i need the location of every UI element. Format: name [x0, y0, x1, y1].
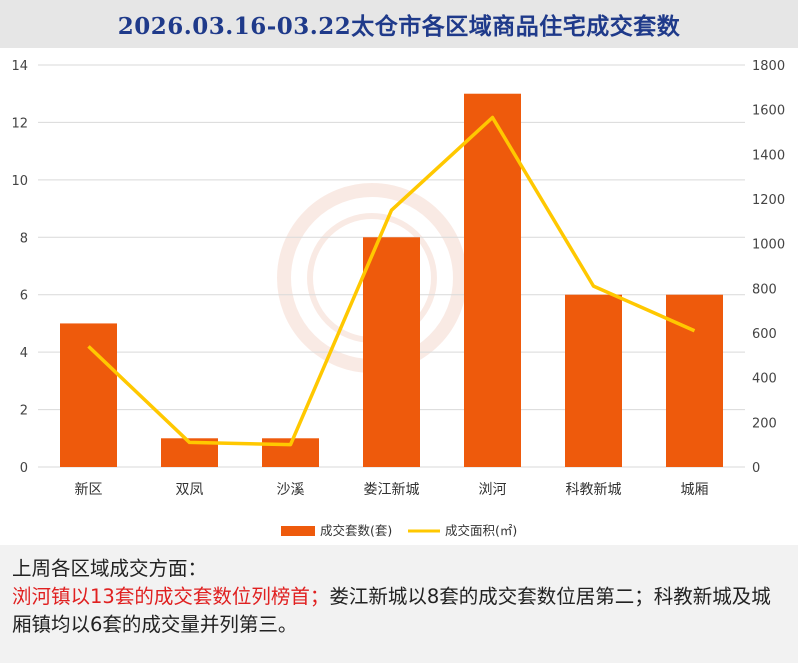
- left-axis-ticks: 0 2 4 6 8 10 12 14: [11, 59, 28, 476]
- title-bar: 2026.03.16-03.22太仓市各区域商品住宅成交套数: [0, 0, 798, 48]
- right-tick-label: 1000: [752, 238, 785, 253]
- bar: [363, 237, 420, 467]
- legend-bar-swatch: [281, 526, 315, 536]
- x-tick-label: 科教新城: [566, 482, 622, 498]
- left-tick-label: 14: [11, 59, 28, 74]
- right-axis-ticks: 0 200 400 600 800 1000 1200 1400 1600 1800: [752, 59, 785, 476]
- bar: [565, 294, 622, 467]
- x-tick-label: 沙溪: [277, 482, 305, 498]
- x-tick-label: 新区: [75, 482, 103, 498]
- right-tick-label: 800: [752, 282, 777, 297]
- right-tick-label: 600: [752, 327, 777, 342]
- bars: [60, 93, 723, 467]
- right-tick-label: 0: [752, 461, 760, 476]
- x-tick-label: 浏河: [479, 482, 507, 498]
- legend-bar-label: 成交套数(套): [320, 523, 392, 538]
- x-axis-ticks: 新区 双凤 沙溪 娄江新城 浏河 科教新城 城厢: [75, 482, 709, 498]
- right-tick-label: 200: [752, 416, 777, 431]
- left-tick-label: 2: [20, 404, 28, 419]
- chart-title: 2026.03.16-03.22太仓市各区域商品住宅成交套数: [117, 13, 681, 40]
- left-tick-label: 0: [20, 461, 28, 476]
- right-tick-label: 1800: [752, 59, 785, 74]
- summary-highlight: 浏河镇以13套的成交套数位列榜首；: [12, 585, 330, 608]
- x-tick-label: 双凤: [176, 482, 204, 498]
- line-series: [87, 115, 696, 447]
- summary-rest: 娄江新城以8套的成交套数位居第二；科教新城及城厢镇均以6套的成交量并列第三。: [12, 585, 771, 636]
- left-tick-label: 12: [11, 116, 28, 131]
- left-tick-label: 4: [20, 346, 28, 361]
- legend-line-label: 成交面积(㎡): [445, 523, 517, 538]
- combo-chart: 0 2 4 6 8 10 12 14 0 200 400 600 800 1000 1200 1400 160…: [11, 59, 785, 538]
- legend: 成交套数(套) 成交面积(㎡): [281, 523, 517, 538]
- left-tick-label: 8: [20, 231, 28, 246]
- chart-area: 0 2 4 6 8 10 12 14 0 200 400 600 800 1000 1200 1400 160…: [0, 48, 798, 545]
- x-tick-label: 娄江新城: [364, 482, 420, 498]
- right-tick-label: 400: [752, 372, 777, 387]
- left-tick-label: 10: [11, 174, 28, 189]
- right-tick-label: 1600: [752, 104, 785, 119]
- right-tick-label: 1400: [752, 148, 785, 163]
- x-tick-label: 城厢: [681, 482, 709, 498]
- summary-heading: 上周各区域成交方面：: [12, 557, 208, 580]
- bar: [464, 93, 521, 467]
- right-tick-label: 1200: [752, 193, 785, 208]
- left-tick-label: 6: [20, 289, 28, 304]
- summary-box: 上周各区域成交方面： 浏河镇以13套的成交套数位列榜首；娄江新城以8套的成交套数…: [0, 545, 798, 663]
- summary-paragraph: 浏河镇以13套的成交套数位列榜首；娄江新城以8套的成交套数位居第二；科教新城及城…: [12, 583, 786, 639]
- bar: [60, 323, 117, 467]
